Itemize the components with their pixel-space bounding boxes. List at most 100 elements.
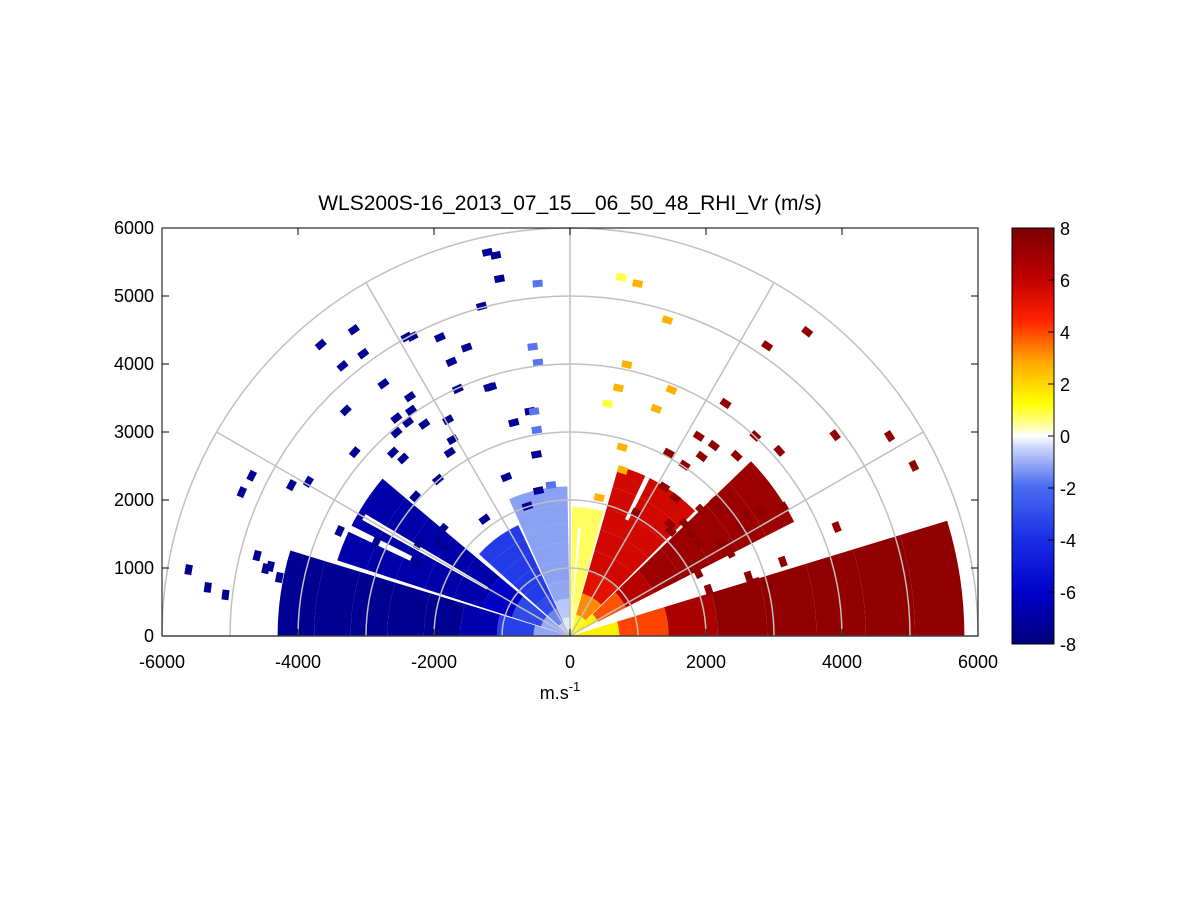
sparse-cell (615, 273, 627, 282)
sector-left-low-bin-4 (387, 582, 431, 636)
sparse-cell (733, 521, 745, 535)
colorbar-tick-label: 6 (1060, 271, 1070, 291)
colorbar-tick-label: -2 (1060, 479, 1076, 499)
y-tick-label: 1000 (114, 558, 154, 578)
sparse-cell (221, 589, 230, 601)
sparse-cell (236, 486, 248, 499)
sector-right-upper-bin-2 (582, 572, 617, 605)
sparse-cell (663, 518, 677, 531)
sparse-cell (612, 383, 624, 393)
colorbar-tick-label: 2 (1060, 375, 1070, 395)
sparse-cell (370, 536, 382, 549)
sector-right-mid-bin-2 (615, 570, 655, 608)
chart-title: WLS200S-16_2013_07_15__06_50_48_RHI_Vr (… (318, 192, 822, 215)
sector-near-vertical-left-bin-3 (539, 561, 570, 585)
sparse-cell (410, 556, 422, 569)
spoke-30deg (569, 431, 924, 637)
sparse-cell (347, 324, 360, 336)
y-tick-label: 2000 (114, 490, 154, 510)
colorbar-tick-label: -8 (1060, 635, 1076, 655)
x-tick-label: -2000 (411, 652, 457, 672)
sparse-cell (441, 414, 455, 426)
sparse-cell (336, 359, 349, 372)
sparse-cell (443, 446, 456, 459)
sparse-cell (621, 360, 633, 369)
sparse-cell (709, 496, 722, 509)
sector-left-upper-bin-7 (479, 525, 525, 565)
sector-right-low-bin-3 (711, 578, 768, 636)
sparse-cell (650, 403, 663, 414)
sector-near-vertical-left-bin-5 (524, 523, 569, 551)
sparse-cell (693, 537, 705, 550)
y-tick-label: 5000 (114, 286, 154, 306)
sparse-cell (801, 325, 814, 338)
sector-right-mid-bin-1 (592, 592, 627, 622)
sparse-cell (508, 417, 520, 428)
sector-left-upper-bin-6 (490, 538, 532, 575)
sparse-cell (662, 447, 675, 459)
sector-left-low-bin-5 (350, 571, 396, 636)
sparse-cell (530, 450, 542, 459)
sparse-cell (665, 384, 678, 395)
sparse-cell (357, 347, 370, 360)
sector-right-low-bin-2 (664, 592, 718, 636)
sparse-cell (445, 356, 458, 367)
sector-left-upper-bin-1 (547, 608, 564, 626)
sparse-cell (658, 481, 671, 493)
sector-right-upper-bin-6 (606, 487, 680, 543)
sparse-cell (289, 564, 299, 576)
x-tick-label: -4000 (275, 652, 321, 672)
sparse-cell (752, 577, 762, 589)
colorbar-tick-label: 0 (1060, 427, 1070, 447)
sparse-cell (661, 315, 674, 325)
sparse-cell (601, 399, 613, 408)
sparse-cell (883, 430, 896, 443)
x-axis-label: m.s-1 (540, 679, 581, 703)
gap-ray-3 (625, 476, 650, 521)
y-tick-label: 0 (144, 626, 154, 646)
sector-right-upper-bin-3 (588, 551, 633, 590)
sparse-cell (339, 404, 352, 417)
sparse-cell (261, 562, 271, 575)
sparse-cell (908, 459, 920, 472)
sparse-cell (481, 247, 493, 257)
sparse-cell (285, 479, 297, 492)
y-tick-label: 6000 (114, 218, 154, 238)
sector-left-upper-bin-5 (501, 552, 538, 585)
sparse-cell (433, 332, 446, 343)
sector-near-vertical-right-bin-5 (571, 539, 596, 559)
y-axis-ticks: 0 1000 2000 3000 4000 5000 6000 (114, 218, 978, 646)
sector-right-mid-bin-5 (683, 504, 739, 565)
sparse-cell (724, 546, 736, 559)
sector-left-low-bin-2 (460, 603, 501, 636)
y-tick-label: 4000 (114, 354, 154, 374)
sparse-cell (348, 446, 361, 459)
gap-ray-4 (572, 527, 581, 603)
sector-left-low-bin-6 (314, 561, 361, 636)
sector-near-vertical-right-bin-0 (570, 619, 575, 636)
sparse-cell (252, 549, 262, 562)
sector-right-upper-bin-4 (594, 529, 649, 574)
x-tick-label: -6000 (139, 652, 185, 672)
sparse-cell (695, 450, 708, 463)
velocity-sectors (277, 461, 965, 636)
sparse-cell (432, 535, 444, 549)
sparse-cell (377, 377, 390, 390)
x-tick-label: 2000 (686, 652, 726, 672)
spoke-150deg (216, 431, 571, 637)
sparse-cell (631, 279, 644, 288)
sector-right-low-bin-7 (900, 520, 965, 636)
sector-near-vertical-left-bin-4 (531, 542, 569, 568)
colorbar-tick-label: 4 (1060, 323, 1070, 343)
sector-right-mid-bin-0 (570, 614, 599, 636)
sparse-cell (409, 490, 422, 503)
sparse-cell (532, 486, 545, 496)
sparse-cell (616, 442, 628, 452)
sector-near-vertical-left-bin-1 (554, 598, 570, 619)
sparse-cell (754, 505, 766, 519)
sector-right-mid-bin-4 (660, 526, 711, 579)
sparse-cell (527, 342, 539, 351)
sector-left-low-bin-1 (496, 614, 536, 636)
sparse-cell (532, 279, 543, 288)
sparse-cell (719, 397, 732, 410)
